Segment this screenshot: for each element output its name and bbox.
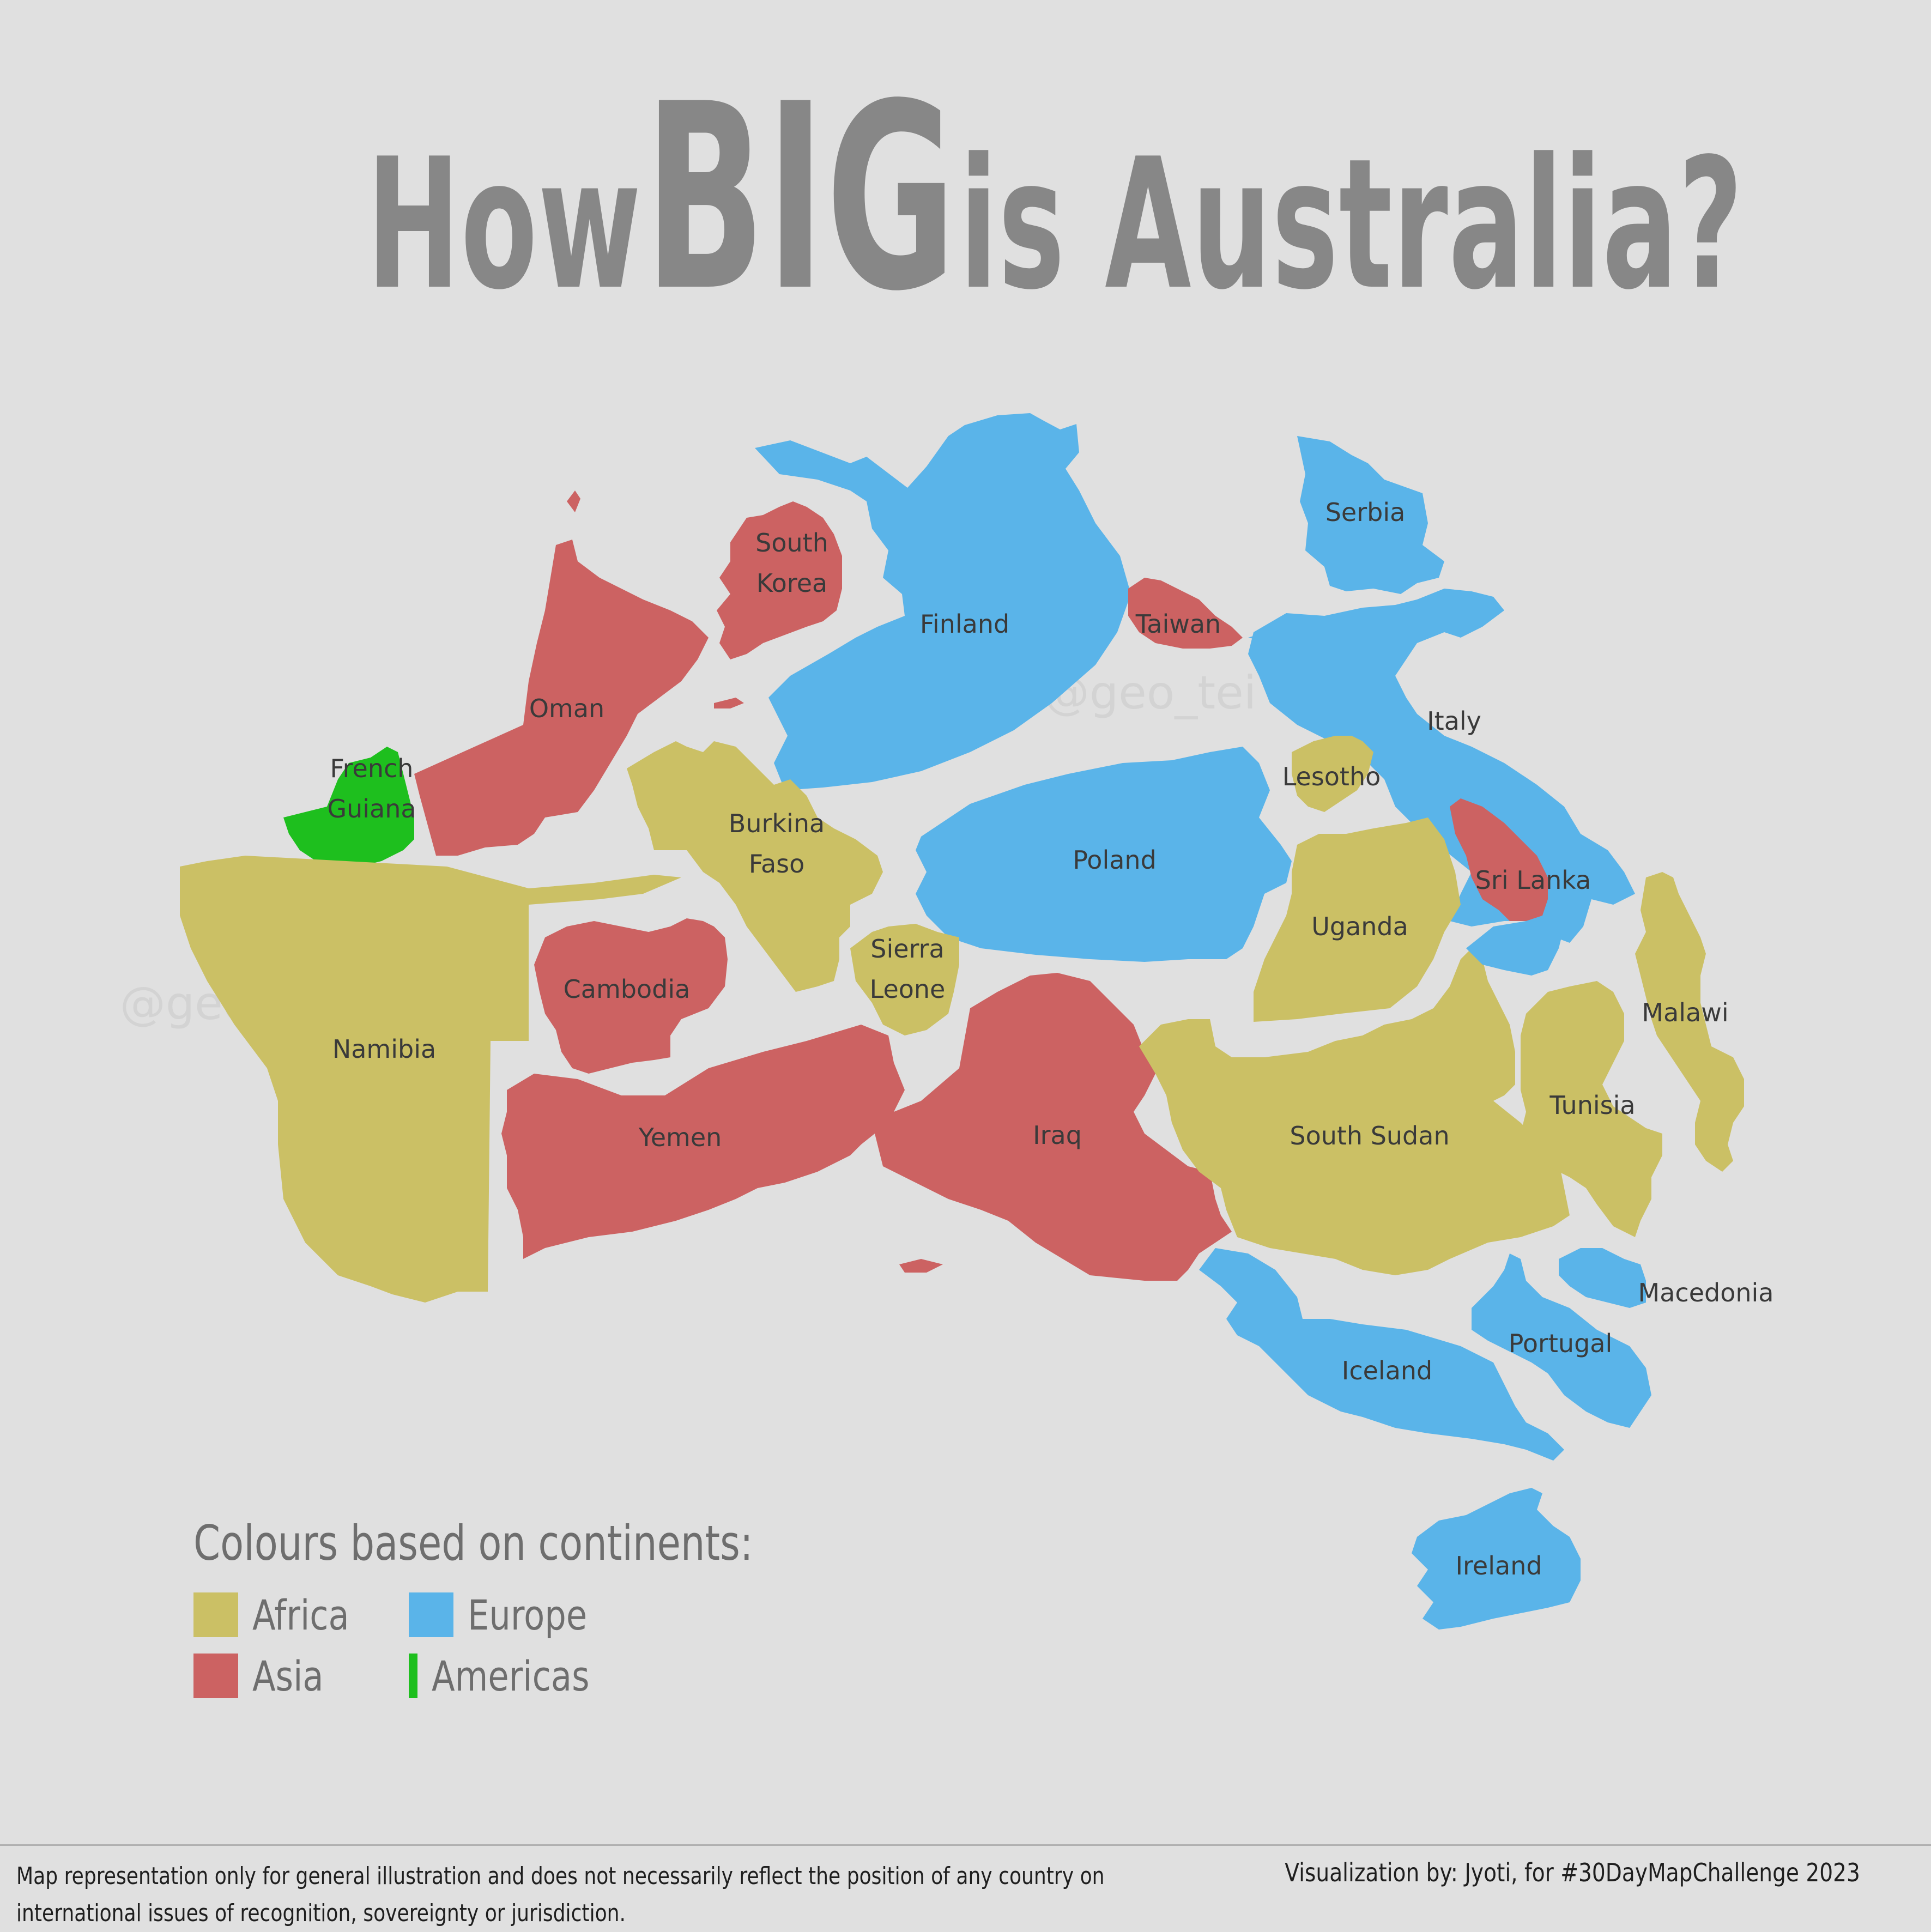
country-south-sudan xyxy=(1139,948,1570,1275)
island-fragment xyxy=(1466,921,1564,976)
country-oman xyxy=(414,540,709,856)
island-fragment xyxy=(899,1259,943,1273)
country-iceland xyxy=(1199,1248,1564,1461)
legend-label-americas: Americas xyxy=(431,1651,590,1700)
country-label: Cambodia xyxy=(564,974,691,1004)
legend-swatch-asia xyxy=(193,1654,238,1698)
country-label: Tunisia xyxy=(1549,1091,1635,1120)
title-is-australia: is Australia? xyxy=(959,120,1744,329)
country-label: Portugal xyxy=(1509,1329,1613,1358)
country-uganda xyxy=(1254,817,1461,1022)
title-big: BIG xyxy=(644,49,957,347)
disclaimer-text: Map representation only for general illu… xyxy=(16,1862,1105,1927)
country-portugal xyxy=(1472,1253,1651,1428)
legend-swatch-americas xyxy=(409,1654,417,1698)
country-label: Serbia xyxy=(1325,498,1406,527)
country-cambodia xyxy=(534,918,728,1074)
country-label: Ireland xyxy=(1455,1551,1542,1580)
legend-item-asia: Asia xyxy=(193,1645,409,1706)
country-ireland xyxy=(1412,1488,1581,1630)
legend: Colours based on continents: Africa Euro… xyxy=(193,1515,893,1706)
country-tunisia xyxy=(1521,981,1662,1237)
country-label: Namibia xyxy=(332,1034,436,1064)
legend-swatch-europe xyxy=(409,1592,453,1637)
country-label: Iraq xyxy=(1033,1121,1082,1150)
legend-label-europe: Europe xyxy=(468,1590,588,1639)
country-macedonia xyxy=(1559,1248,1646,1308)
country-label: Iceland xyxy=(1342,1356,1432,1385)
country-finland xyxy=(755,413,1131,790)
footer: Map representation only for general illu… xyxy=(0,1844,1931,1931)
country-label: Yemen xyxy=(638,1123,722,1152)
country-labels: Finland Serbia Italy Poland Iceland Portugal M… xyxy=(327,498,1773,1580)
legend-swatch-africa xyxy=(193,1592,238,1637)
country-label: Lesotho xyxy=(1282,762,1381,791)
title-how: How xyxy=(366,120,642,329)
country-label: Sri Lanka xyxy=(1475,865,1591,895)
island-fragment xyxy=(1248,629,1297,643)
country-label: Burkina xyxy=(729,809,825,838)
country-label: Macedonia xyxy=(1638,1278,1774,1307)
country-sri-lanka xyxy=(1450,798,1548,921)
country-label: Guiana xyxy=(327,794,416,823)
country-italy xyxy=(1248,589,1635,943)
legend-row: Asia Americas xyxy=(193,1645,893,1706)
country-serbia xyxy=(1297,436,1444,594)
country-label: South Sudan xyxy=(1290,1121,1449,1150)
country-label: South xyxy=(755,528,828,558)
country-label: Uganda xyxy=(1311,912,1408,941)
country-label: Poland xyxy=(1073,845,1157,875)
legend-item-europe: Europe xyxy=(409,1584,624,1645)
legend-item-americas: Americas xyxy=(409,1645,624,1706)
country-burkina-faso xyxy=(627,741,883,992)
country-french-guiana xyxy=(283,747,414,867)
legend-row: Africa Europe xyxy=(193,1584,893,1645)
country-label: Faso xyxy=(749,849,805,879)
country-label: Leone xyxy=(870,974,946,1004)
country-yemen xyxy=(501,1025,905,1259)
country-label: Finland xyxy=(920,609,1009,639)
credit-text: Visualization by: Jyoti, for #30DayMapCh… xyxy=(1285,1858,1860,1887)
country-label: French xyxy=(330,754,414,783)
country-poland xyxy=(916,747,1292,962)
country-label: Korea xyxy=(756,568,827,598)
country-south-korea xyxy=(717,501,842,659)
country-lesotho xyxy=(1292,736,1373,812)
legend-label-africa: Africa xyxy=(252,1590,349,1639)
country-namibia xyxy=(180,856,681,1303)
island-fragment xyxy=(714,698,744,708)
legend-label-asia: Asia xyxy=(252,1651,324,1700)
legend-item-africa: Africa xyxy=(193,1584,409,1645)
country-malawi xyxy=(1635,872,1744,1172)
country-label: Sierra xyxy=(870,934,944,964)
country-label: Italy xyxy=(1427,706,1481,736)
legend-title: Colours based on continents: xyxy=(193,1515,753,1571)
country-taiwan xyxy=(1128,578,1243,649)
page-title: How BIG is Australia? xyxy=(366,49,1743,347)
country-label: Malawi xyxy=(1642,998,1728,1027)
country-label: Oman xyxy=(529,694,604,723)
island-fragment xyxy=(567,490,580,512)
country-sierra-leone xyxy=(850,924,959,1035)
country-label: Taiwan xyxy=(1135,609,1221,639)
